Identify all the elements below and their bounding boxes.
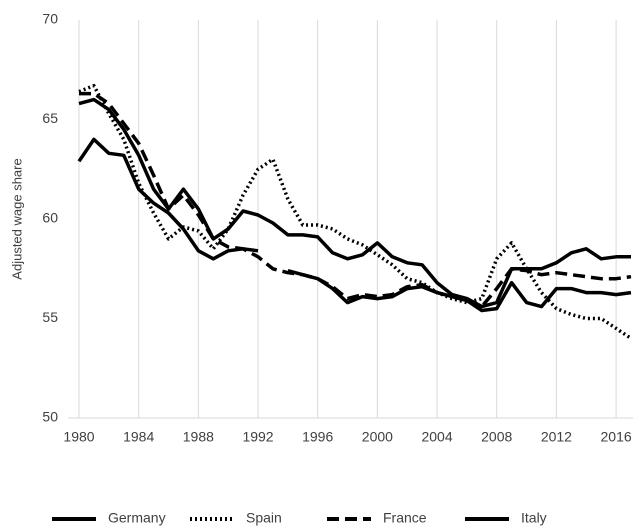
legend-label: Italy <box>521 510 547 526</box>
series-line <box>78 97 631 309</box>
y-tick-label: 70 <box>42 11 58 27</box>
y-axis-label: Adjusted wage share <box>9 158 24 279</box>
y-tick-label: 50 <box>42 409 58 425</box>
y-tick-label: 65 <box>42 110 58 126</box>
x-tick-label: 1980 <box>63 429 94 445</box>
series-line <box>78 83 632 340</box>
x-tick-label: 2008 <box>481 429 512 445</box>
x-tick-label: 2016 <box>601 429 632 445</box>
x-tick-label: 1996 <box>302 429 333 445</box>
x-tick-label: 2004 <box>421 429 452 445</box>
x-tick-label: 1984 <box>123 429 154 445</box>
legend-label: France <box>383 510 427 526</box>
x-tick-label: 1992 <box>242 429 273 445</box>
series-line <box>79 91 632 309</box>
x-tick-label: 2012 <box>541 429 572 445</box>
x-tick-label: 1988 <box>183 429 214 445</box>
legend-label: Spain <box>246 510 282 526</box>
y-tick-label: 55 <box>42 309 58 325</box>
x-tick-label: 2000 <box>362 429 393 445</box>
y-tick-label: 60 <box>42 210 58 226</box>
legend-label: Germany <box>108 510 166 526</box>
